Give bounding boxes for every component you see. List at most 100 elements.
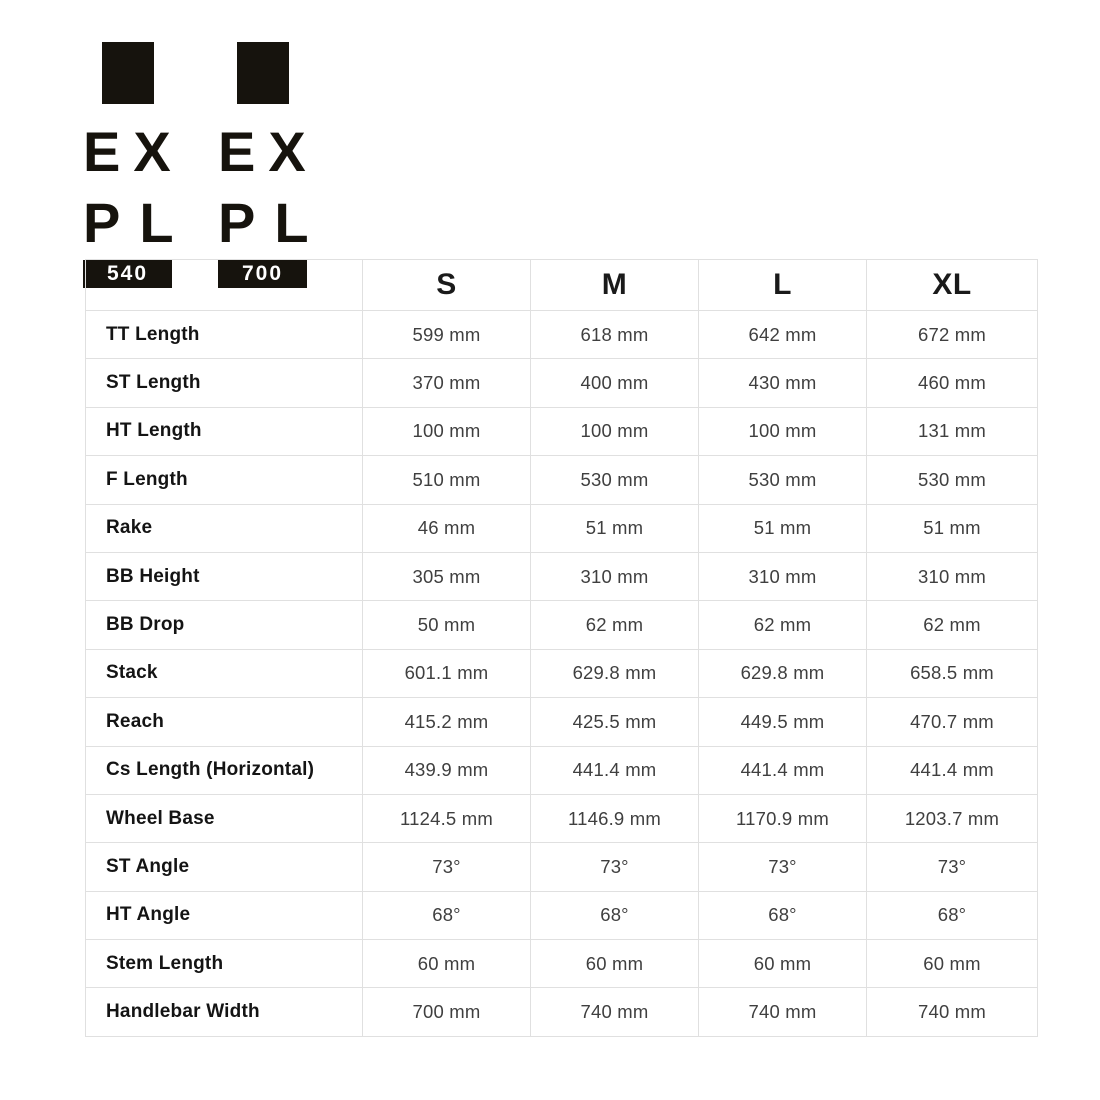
logo-expl-540: EX PL 540	[83, 42, 174, 288]
cell-xl: 658.5 mm	[866, 648, 1038, 699]
cell-s: 68°	[362, 890, 531, 941]
cell-s: 601.1 mm	[362, 648, 531, 699]
cell-s: 73°	[362, 842, 531, 892]
cell-xl: 441.4 mm	[866, 745, 1038, 795]
logo-text-line2: PL	[83, 191, 193, 254]
table-row-rake: Rake 46 mm 51 mm 51 mm 51 mm	[85, 503, 1038, 553]
cell-m: 62 mm	[530, 600, 699, 650]
logo-text-line1: EX	[83, 120, 184, 183]
table-row-f-length: F Length 510 mm 530 mm 530 mm 530 mm	[85, 455, 1038, 505]
cell-s: 370 mm	[362, 358, 531, 408]
row-label: BB Height	[85, 551, 363, 602]
cell-xl: 51 mm	[866, 503, 1038, 553]
cell-xl: 740 mm	[866, 987, 1038, 1037]
col-header-s: S	[362, 259, 531, 311]
table-row-reach: Reach 415.2 mm 425.5 mm 449.5 mm 470.7 m…	[85, 697, 1038, 747]
cell-xl: 1203.7 mm	[866, 793, 1038, 844]
cell-m: 68°	[530, 890, 699, 941]
table-row-ht-length: HT Length 100 mm 100 mm 100 mm 131 mm	[85, 406, 1038, 457]
cell-s: 700 mm	[362, 987, 531, 1037]
table-row-cs-length: Cs Length (Horizontal) 439.9 mm 441.4 mm…	[85, 745, 1038, 795]
cell-l: 68°	[698, 890, 867, 941]
row-label: BB Drop	[85, 600, 363, 650]
row-label: Rake	[85, 503, 363, 553]
cell-m: 73°	[530, 842, 699, 892]
table-row-bb-height: BB Height 305 mm 310 mm 310 mm 310 mm	[85, 551, 1038, 602]
brand-square-icon	[101, 42, 154, 104]
cell-s: 415.2 mm	[362, 697, 531, 747]
table-row-bb-drop: BB Drop 50 mm 62 mm 62 mm 62 mm	[85, 600, 1038, 650]
cell-xl: 460 mm	[866, 358, 1038, 408]
cell-m: 51 mm	[530, 503, 699, 553]
row-label: Handlebar Width	[85, 987, 363, 1037]
cell-l: 629.8 mm	[698, 648, 867, 699]
cell-l: 740 mm	[698, 987, 867, 1037]
cell-m: 441.4 mm	[530, 745, 699, 795]
cell-s: 305 mm	[362, 551, 531, 602]
cell-s: 439.9 mm	[362, 745, 531, 795]
cell-l: 441.4 mm	[698, 745, 867, 795]
cell-s: 100 mm	[362, 406, 531, 457]
brand-square-icon	[236, 42, 289, 104]
cell-xl: 672 mm	[866, 309, 1038, 360]
cell-l: 449.5 mm	[698, 697, 867, 747]
row-label: Wheel Base	[85, 793, 363, 844]
row-label: TT Length	[85, 309, 363, 360]
cell-l: 430 mm	[698, 358, 867, 408]
cell-l: 62 mm	[698, 600, 867, 650]
logo-text-line1: EX	[218, 120, 319, 183]
cell-s: 510 mm	[362, 455, 531, 505]
row-label: HT Length	[85, 406, 363, 457]
cell-s: 50 mm	[362, 600, 531, 650]
table-row-ht-angle: HT Angle 68° 68° 68° 68°	[85, 890, 1038, 941]
cell-m: 60 mm	[530, 939, 699, 989]
col-header-m: M	[530, 259, 699, 311]
cell-m: 1146.9 mm	[530, 793, 699, 844]
header-row: S M L XL	[85, 259, 1038, 311]
table-row-wheel-base: Wheel Base 1124.5 mm 1146.9 mm 1170.9 mm…	[85, 793, 1038, 844]
cell-l: 310 mm	[698, 551, 867, 602]
geometry-table: S M L XL TT Length 599 mm 618 mm 642 mm …	[85, 259, 1038, 1037]
cell-xl: 131 mm	[866, 406, 1038, 457]
cell-l: 100 mm	[698, 406, 867, 457]
cell-l: 530 mm	[698, 455, 867, 505]
cell-xl: 60 mm	[866, 939, 1038, 989]
cell-m: 310 mm	[530, 551, 699, 602]
cell-xl: 530 mm	[866, 455, 1038, 505]
table-row-st-length: ST Length 370 mm 400 mm 430 mm 460 mm	[85, 358, 1038, 408]
table-row-stem-length: Stem Length 60 mm 60 mm 60 mm 60 mm	[85, 939, 1038, 989]
row-label: Reach	[85, 697, 363, 747]
cell-l: 73°	[698, 842, 867, 892]
table-row-stack: Stack 601.1 mm 629.8 mm 629.8 mm 658.5 m…	[85, 648, 1038, 699]
cell-l: 60 mm	[698, 939, 867, 989]
row-label: Stem Length	[85, 939, 363, 989]
table-row-handlebar-width: Handlebar Width 700 mm 740 mm 740 mm 740…	[85, 987, 1038, 1037]
header-empty-cell	[85, 259, 363, 311]
row-label: ST Length	[85, 358, 363, 408]
row-label: Cs Length (Horizontal)	[85, 745, 363, 795]
cell-s: 599 mm	[362, 309, 531, 360]
cell-xl: 62 mm	[866, 600, 1038, 650]
cell-l: 51 mm	[698, 503, 867, 553]
row-label: F Length	[85, 455, 363, 505]
row-label: ST Angle	[85, 842, 363, 892]
cell-xl: 73°	[866, 842, 1038, 892]
cell-l: 1170.9 mm	[698, 793, 867, 844]
cell-m: 530 mm	[530, 455, 699, 505]
cell-xl: 310 mm	[866, 551, 1038, 602]
row-label: Stack	[85, 648, 363, 699]
cell-s: 1124.5 mm	[362, 793, 531, 844]
row-label: HT Angle	[85, 890, 363, 941]
logo-expl-700: EX PL 700	[218, 42, 309, 288]
cell-m: 740 mm	[530, 987, 699, 1037]
cell-m: 400 mm	[530, 358, 699, 408]
cell-xl: 470.7 mm	[866, 697, 1038, 747]
cell-m: 425.5 mm	[530, 697, 699, 747]
cell-s: 46 mm	[362, 503, 531, 553]
cell-m: 629.8 mm	[530, 648, 699, 699]
cell-m: 100 mm	[530, 406, 699, 457]
table-row-st-angle: ST Angle 73° 73° 73° 73°	[85, 842, 1038, 892]
logo-text-line2: PL	[218, 191, 328, 254]
table-row-tt-length: TT Length 599 mm 618 mm 642 mm 672 mm	[85, 309, 1038, 360]
cell-s: 60 mm	[362, 939, 531, 989]
